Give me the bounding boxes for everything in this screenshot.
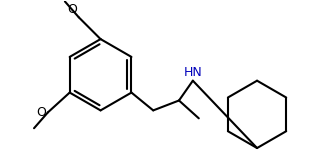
Text: O: O: [36, 106, 46, 119]
Text: O: O: [67, 3, 77, 16]
Text: HN: HN: [183, 66, 202, 79]
